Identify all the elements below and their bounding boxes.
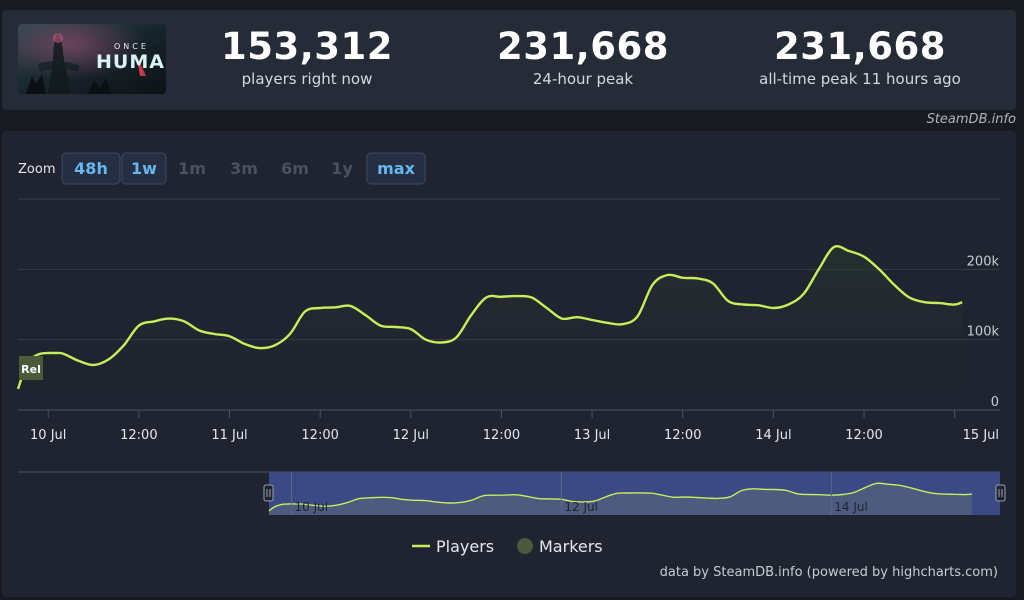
x-tick-label: 12:00 (120, 428, 157, 443)
x-tick-label: 12 Jul (393, 428, 429, 443)
players-line[interactable] (16, 244, 963, 390)
zoom-button-3m[interactable]: 3m (230, 159, 258, 178)
stat-all-time-peak: 231,668 all-time peak 11 hours ago (745, 25, 975, 89)
x-tick-label: 14 Jul (755, 428, 791, 443)
zoom-button-label: 1m (178, 159, 206, 178)
release-marker-box (19, 356, 43, 380)
player-chart[interactable]: Zoom 48h 1w 1m 3m 6m 1y max 10 Jul 12:00 11 Jul 1… (2, 131, 1016, 597)
navigator-tick-label: 10 Jul (294, 500, 328, 514)
x-tick-label: 12:00 (664, 428, 701, 443)
zoom-button-label: max (377, 159, 415, 178)
zoom-button-label: 6m (281, 159, 309, 178)
legend-item-players[interactable]: Players (412, 537, 494, 556)
zoom-button-1m[interactable]: 1m (178, 159, 206, 178)
stat-value: 231,668 (496, 25, 670, 68)
legend-item-markers[interactable]: Markers (517, 537, 603, 556)
navigator-handle-right[interactable] (995, 484, 1006, 502)
game-logo[interactable]: ONCE HUMAN (18, 24, 166, 94)
stat-current-players: 153,312 players right now (192, 25, 422, 89)
legend-players-label: Players (436, 537, 494, 556)
logo-text-main: HUMAN (96, 51, 166, 73)
x-tick-label: 13 Jul (574, 428, 610, 443)
zoom-button-48h[interactable]: 48h (61, 152, 121, 185)
chart-panel: Zoom 48h 1w 1m 3m 6m 1y max 10 Jul 12:00 11 Jul 1… (2, 131, 1016, 597)
highcharts-credit[interactable]: data by SteamDB.info (powered by highcha… (660, 565, 998, 580)
y-axis-ticks: 0 100k 200k (967, 254, 1000, 410)
stat-label: all-time peak 11 hours ago (759, 70, 961, 88)
zoom-buttons: 48h 1w 1m 3m 6m 1y max (61, 152, 426, 185)
release-marker-label: Rel (21, 363, 41, 376)
stat-label: players right now (241, 70, 373, 88)
navigator-ticks: 10 Jul 12 Jul 14 Jul (290, 472, 868, 515)
zoom-button-1y[interactable]: 1y (331, 159, 353, 178)
navigator[interactable]: 10 Jul 12 Jul 14 Jul (18, 471, 1006, 515)
stat-24h-peak: 231,668 24-hour peak (468, 25, 698, 89)
stats-panel: ONCE HUMAN 153,312 players right now 231… (2, 10, 1016, 110)
stat-label: 24-hour peak (532, 70, 634, 88)
y-tick-label: 100k (967, 325, 1000, 340)
zoom-button-6m[interactable]: 6m (281, 159, 309, 178)
navigator-line (268, 482, 972, 512)
navigator-tick-label: 12 Jul (564, 500, 598, 514)
x-tick-label: 10 Jul (30, 428, 66, 443)
x-tick-label: 11 Jul (211, 428, 247, 443)
y-tick-label: 0 (991, 395, 999, 410)
x-tick-label: 12:00 (845, 428, 882, 443)
game-logo-art (18, 24, 166, 94)
navigator-tick-label: 14 Jul (834, 500, 868, 514)
zoom-button-label: 1w (131, 159, 157, 178)
legend: Players Markers (412, 537, 603, 556)
zoom-button-1w[interactable]: 1w (121, 152, 167, 185)
zoom-button-label: 3m (230, 159, 258, 178)
x-tick-label: 12:00 (483, 428, 520, 443)
zoom-button-label: 1y (331, 159, 353, 178)
players-area (18, 246, 963, 410)
zoom-button-label: 48h (74, 159, 108, 178)
x-tick-label: 12:00 (301, 428, 338, 443)
stat-value: 153,312 (220, 25, 394, 68)
navigator-handle-left[interactable] (263, 484, 274, 502)
y-tick-label: 200k (967, 254, 1000, 269)
legend-markers-swatch (517, 538, 533, 554)
x-tick-label: 15 Jul (963, 428, 999, 443)
zoom-button-max[interactable]: max (366, 152, 426, 185)
zoom-label: Zoom (18, 162, 55, 177)
navigator-area (269, 483, 972, 515)
legend-markers-label: Markers (539, 537, 603, 556)
release-marker[interactable]: Rel (19, 356, 43, 380)
stat-value: 231,668 (773, 25, 947, 68)
x-axis-ticks: 10 Jul 12:00 11 Jul 12:00 12 Jul 12:00 13 Jul 1… (30, 410, 999, 443)
steamdb-credit[interactable]: SteamDB.info (926, 112, 1016, 127)
logo-text-small: ONCE (114, 42, 149, 51)
